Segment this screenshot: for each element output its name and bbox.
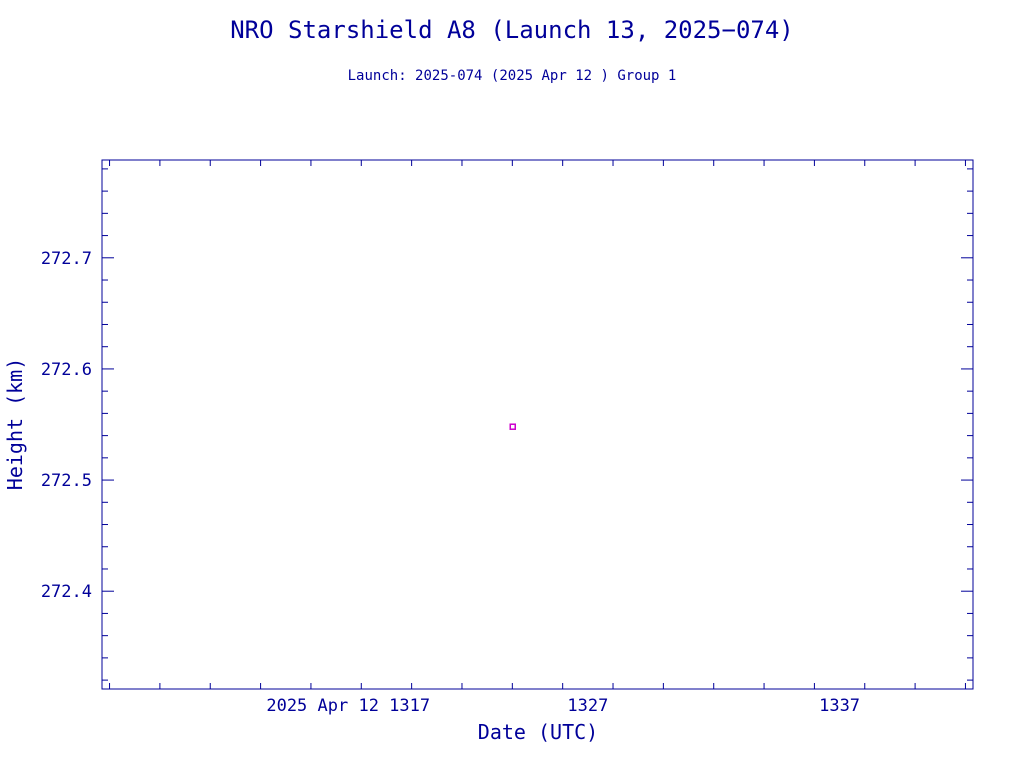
x-axis-label: Date (UTC) [478, 720, 598, 744]
y-tick-labels: 272.4 272.5 272.6 272.7 [41, 249, 92, 602]
data-points [509, 423, 516, 430]
y-tick-label: 272.7 [41, 249, 92, 269]
chart-title: NRO Starshield A8 (Launch 13, 2025−074) [230, 16, 794, 44]
y-tick-label: 272.4 [41, 582, 92, 602]
x-tick-label: 2025 Apr 12 1317 [266, 696, 430, 716]
x-tick-label: 1327 [567, 696, 608, 716]
data-point [509, 423, 516, 430]
plot-frame [101, 159, 974, 690]
axis-ticks [102, 160, 973, 689]
x-tick-labels: 2025 Apr 12 1317 1327 1337 [266, 696, 860, 716]
x-tick-label: 1337 [819, 696, 860, 716]
y-tick-label: 272.6 [41, 360, 92, 380]
y-axis-label: Height (km) [3, 358, 27, 490]
chart-subtitle: Launch: 2025-074 (2025 Apr 12 ) Group 1 [348, 68, 677, 84]
y-tick-label: 272.5 [41, 471, 92, 491]
